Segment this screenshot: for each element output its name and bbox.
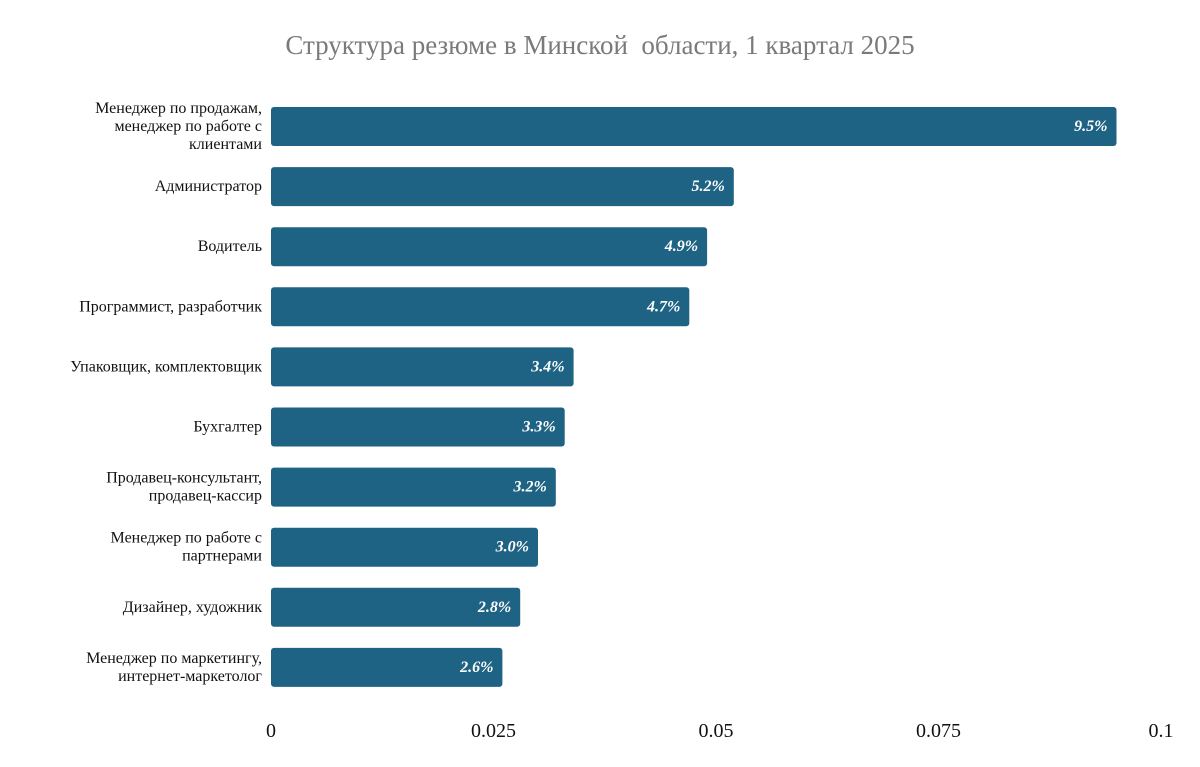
category-label: Менеджер по маркетингу, интернет-маркетол… — [86, 650, 262, 685]
category-label-line: интернет-маркетолог — [118, 668, 262, 685]
bar-value-label: 2.6% — [459, 659, 493, 676]
x-axis-ticks: 0 0.025 0.05 0.075 0.1 — [266, 720, 1174, 742]
category-label: Менеджер по работе с партнерами — [111, 530, 263, 565]
bar — [271, 167, 734, 207]
category-label-line: партнерами — [182, 548, 262, 565]
bar — [271, 227, 708, 267]
bar — [271, 527, 538, 567]
bar-value-label: 4.7% — [646, 298, 680, 315]
chart-title: Структура резюме в Минской области, 1 кв… — [285, 30, 915, 60]
category-label: Водитель — [198, 238, 262, 255]
value-labels: 9.5% 5.2% 4.9% 4.7% 3.4% 3.3% 3.2% 3.0% 2.8% 2.6% — [459, 118, 1107, 676]
category-label-line: Упаковщик, комплектовщик — [70, 358, 262, 375]
x-tick-label: 0.05 — [699, 720, 734, 742]
category-label: Администратор — [155, 178, 262, 195]
category-label: Упаковщик, комплектовщик — [70, 358, 262, 375]
category-label: Продавец-консультант, продавец-кассир — [106, 470, 262, 505]
bars-layer — [271, 107, 1117, 687]
bar — [271, 467, 556, 507]
bar-value-label: 3.3% — [521, 419, 555, 436]
category-label-line: Менеджер по маркетингу, — [86, 650, 262, 667]
category-label-line: Продавец-консультант, — [106, 470, 262, 487]
category-label: Менеджер по продажам, менеджер по работе … — [95, 100, 262, 153]
bar — [271, 587, 521, 627]
bar-value-label: 3.2% — [512, 479, 546, 496]
bar — [271, 647, 503, 687]
category-label-line: Программист, разработчик — [79, 298, 262, 315]
x-tick-label: 0.075 — [916, 720, 961, 742]
category-label-line: Менеджер по продажам, — [95, 100, 262, 117]
bar — [271, 407, 565, 447]
category-labels: Менеджер по продажам, менеджер по работе … — [70, 100, 262, 685]
bar-value-label: 3.4% — [530, 358, 564, 375]
bar-value-label: 2.8% — [477, 599, 511, 616]
category-label-line: продавец-кассир — [149, 488, 262, 505]
category-label-line: Бухгалтер — [193, 419, 262, 436]
category-label-line: Менеджер по работе с — [111, 530, 262, 547]
category-label-line: Администратор — [155, 178, 262, 195]
bar — [271, 107, 1117, 146]
x-tick-label: 0 — [266, 720, 276, 742]
category-label: Дизайнер, художник — [123, 599, 262, 616]
bar — [271, 287, 690, 327]
bar-value-label: 5.2% — [691, 178, 724, 195]
x-tick-label: 0.025 — [471, 720, 516, 742]
bar-value-label: 3.0% — [495, 539, 529, 556]
category-label: Бухгалтер — [193, 419, 262, 436]
bar-value-label: 4.9% — [664, 238, 698, 255]
category-label-line: Водитель — [198, 238, 262, 255]
category-label-line: Дизайнер, художник — [123, 599, 262, 616]
bar — [271, 347, 574, 387]
x-tick-label: 0.1 — [1149, 720, 1174, 742]
category-label-line: клиентами — [189, 136, 262, 153]
category-label-line: менеджер по работе с — [114, 118, 262, 135]
bar-value-label: 9.5% — [1074, 118, 1107, 135]
category-label: Программист, разработчик — [79, 298, 262, 315]
